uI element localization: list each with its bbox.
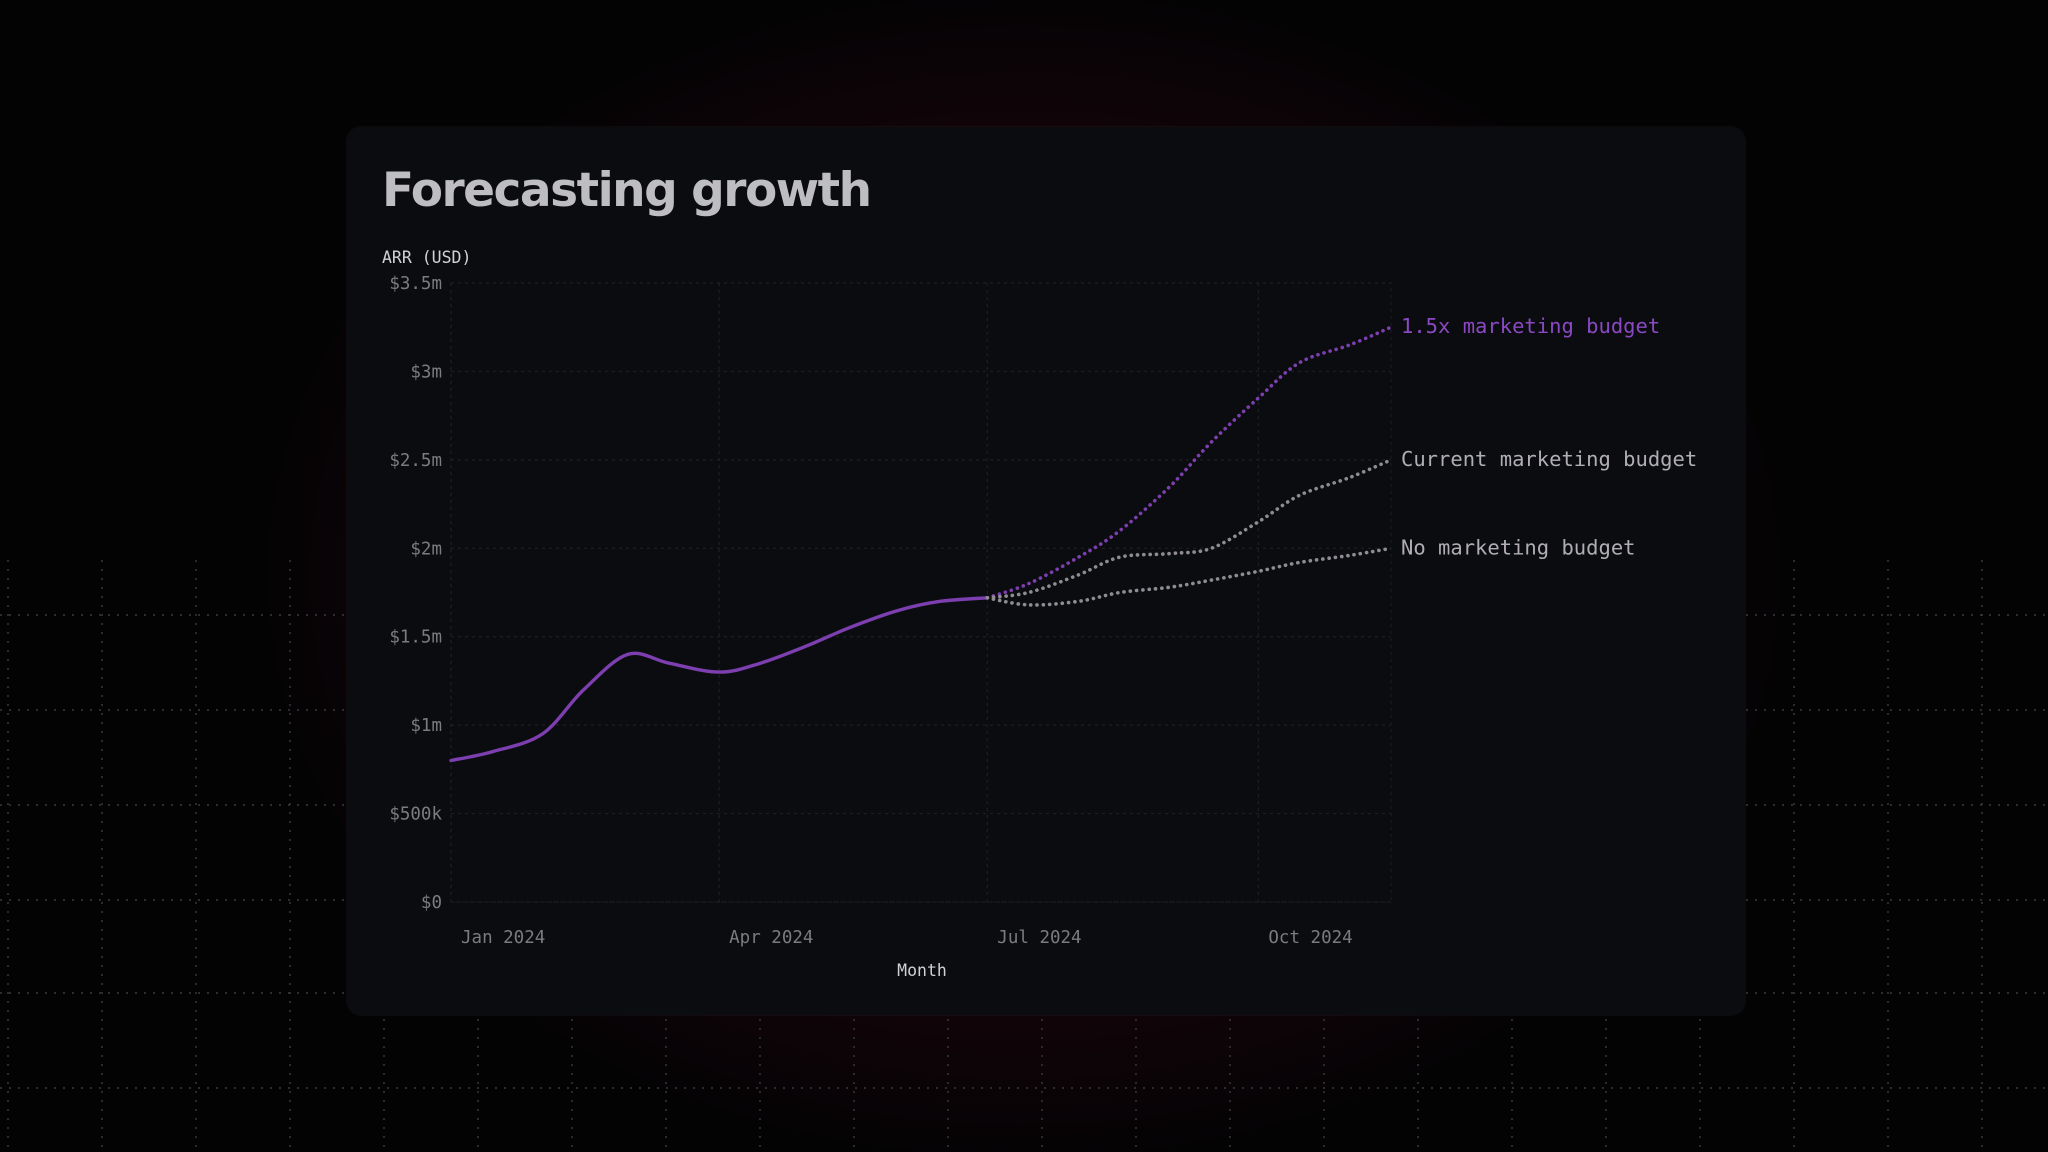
series-line-no-marketing-budget — [985, 546, 1393, 607]
y-tick-label: $2m — [410, 539, 442, 559]
x-tick-label: Jan 2024 — [461, 928, 545, 948]
y-tick-label: $2.5m — [389, 451, 442, 471]
y-tick-label: $1m — [410, 716, 442, 736]
line-chart: $0 $500k $1m $1.5m $2m $2.5m $3m $3.5m Jan 2024 A… — [382, 248, 1697, 980]
series-line-historical — [449, 596, 989, 763]
x-tick-label: Jul 2024 — [997, 928, 1081, 948]
y-tick-label: $3m — [410, 362, 442, 382]
x-axis-title: Month — [897, 961, 947, 980]
series-label: Current marketing budget — [1401, 447, 1697, 471]
series-label: No marketing budget — [1401, 535, 1636, 559]
x-tick-label: Oct 2024 — [1268, 928, 1352, 948]
chart-card: Forecasting growth $0 $500k $1m $1.5m $2m $2.… — [347, 127, 1745, 1015]
series-label: 1.5x marketing budget — [1401, 314, 1660, 338]
x-tick-label: Apr 2024 — [729, 928, 813, 948]
y-axis-title: ARR (USD) — [382, 248, 471, 267]
y-tick-label: $0 — [421, 893, 442, 913]
plot-frame — [450, 282, 1392, 903]
y-tick-label: $500k — [389, 805, 442, 825]
series-line-current-marketing-budget — [985, 458, 1393, 600]
chart-title: Forecasting growth — [382, 163, 872, 218]
series-line-1-5x-marketing-budget — [985, 325, 1393, 600]
y-tick-label: $3.5m — [389, 274, 442, 294]
y-tick-label: $1.5m — [389, 628, 442, 648]
